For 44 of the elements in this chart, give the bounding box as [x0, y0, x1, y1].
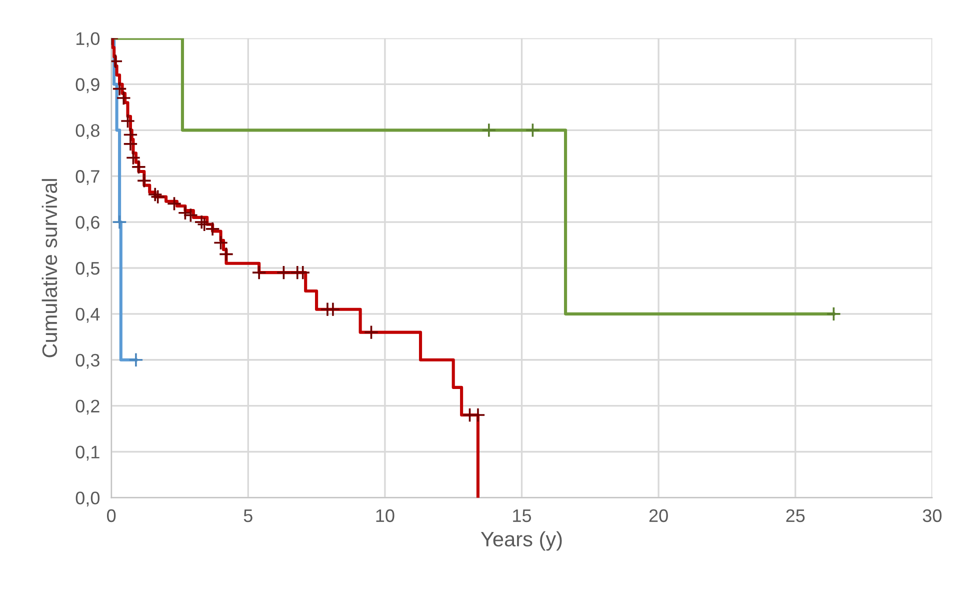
point	[470, 408, 486, 423]
point	[166, 196, 182, 212]
point	[481, 122, 496, 138]
x-tick-label: 0	[107, 509, 116, 522]
x-tick-label: 30	[922, 509, 942, 522]
point	[112, 81, 128, 96]
x-tick-label: 20	[649, 509, 668, 522]
point	[364, 324, 379, 340]
y-tick-label: 0,6	[76, 216, 100, 231]
point	[120, 113, 136, 128]
point	[136, 173, 152, 188]
x-tick-label: 25	[786, 509, 805, 522]
y-tick-label: 0,7	[76, 170, 100, 185]
y-tick-label: 0,9	[76, 78, 100, 94]
point	[116, 90, 132, 106]
point	[295, 265, 310, 280]
point	[126, 150, 141, 166]
x-tick-label: 5	[244, 509, 252, 522]
point	[112, 214, 128, 230]
y-tick-label: 0,4	[76, 308, 100, 323]
x-tick-label: 10	[376, 509, 394, 522]
y-tick-label: 0,5	[76, 262, 100, 277]
y-tick-label: 0,8	[76, 124, 100, 140]
y-tick-label: 0,3	[76, 354, 100, 369]
y-tick-label: 0,2	[76, 400, 100, 415]
point	[826, 306, 842, 322]
point	[213, 235, 228, 250]
point	[128, 352, 144, 368]
y-tick-label: 0,1	[76, 446, 100, 461]
point	[525, 122, 540, 138]
point	[183, 208, 198, 223]
y-axis-title: Cumulative survival	[42, 179, 58, 358]
point	[325, 302, 340, 317]
y-tick-label: 0,0	[76, 492, 100, 507]
y-tick-label: 1,0	[76, 32, 100, 48]
x-tick-label: 15	[513, 509, 532, 522]
x-axis-title: Years (y)	[480, 531, 562, 551]
point	[218, 246, 234, 262]
point	[252, 265, 267, 280]
point	[178, 205, 193, 220]
point	[122, 136, 138, 152]
point	[276, 265, 292, 280]
point	[131, 159, 146, 174]
point	[205, 221, 220, 236]
